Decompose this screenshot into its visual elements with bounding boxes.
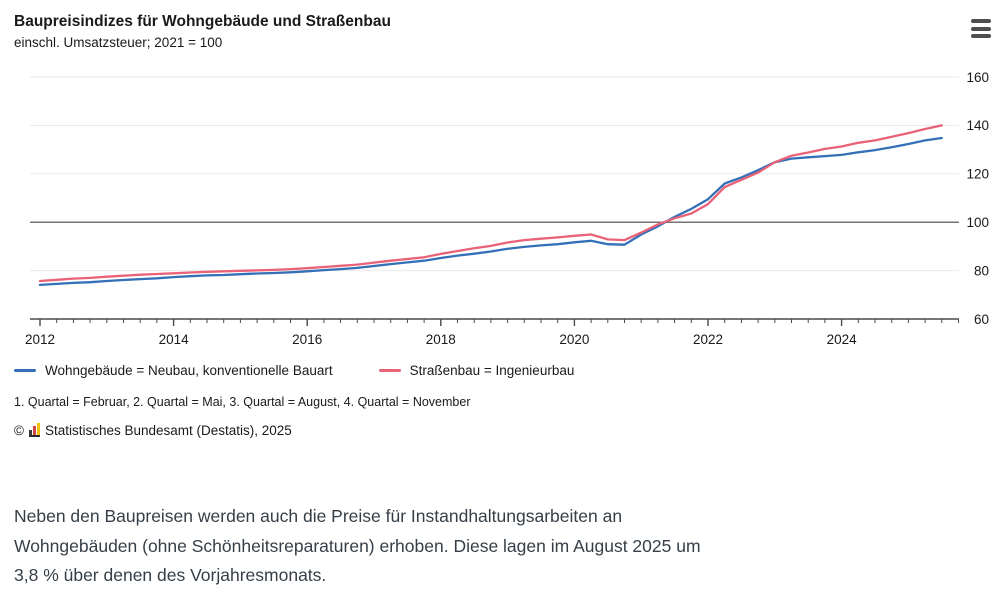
- series-line-wohngebaeude: [38, 137, 943, 287]
- y-axis-label: 60: [974, 312, 989, 327]
- hamburger-menu-icon: [971, 26, 991, 31]
- hamburger-menu-icon: [971, 19, 991, 23]
- legend-item-strassenbau[interactable]: Straßenbau = Ingenieurbau: [378, 363, 575, 379]
- chart-header: Baupreisindizes für Wohngebäude und Stra…: [0, 0, 1000, 50]
- chart-area: 60 80 100 120 140 160 2012 2014 2016 2018 2020 2022…: [0, 52, 1000, 352]
- x-axis-label: 2022: [693, 332, 723, 347]
- quarters-footnote: 1. Quartal = Februar, 2. Quartal = Mai, …: [14, 395, 471, 410]
- series-line-strassenbau: [38, 124, 943, 283]
- legend-item-wohngebaeude[interactable]: Wohngebäude = Neubau, konventionelle Bau…: [14, 363, 333, 378]
- chart-menu-button[interactable]: [969, 17, 993, 40]
- chart-legend: Wohngebäude = Neubau, konventionelle Bau…: [14, 363, 1000, 378]
- y-axis-label: 140: [966, 119, 989, 134]
- x-axis-label: 2018: [426, 332, 456, 347]
- line-swatch-icon: [378, 369, 401, 373]
- hamburger-menu-icon: [971, 34, 991, 38]
- destatis-logo-icon: [28, 422, 40, 437]
- x-axis-label: 2024: [827, 332, 858, 347]
- y-axis-label: 160: [966, 70, 989, 85]
- chart-svg: 60 80 100 120 140 160 2012 2014 2016 2018 2020 2022…: [25, 70, 989, 347]
- copyright-line: © Statistisches Bundesamt (Destatis), 20…: [14, 422, 1000, 439]
- x-axis-label: 2012: [25, 332, 55, 347]
- y-axis-label: 120: [966, 167, 989, 182]
- legend-label: Wohngebäude = Neubau, konventionelle Bau…: [45, 363, 333, 379]
- x-axis-label: 2014: [159, 332, 190, 347]
- legend-label: Straßenbau = Ingenieurbau: [409, 363, 575, 379]
- x-axis-label: 2016: [292, 332, 322, 347]
- y-axis-label: 100: [966, 215, 989, 230]
- y-axis-label: 80: [974, 264, 989, 279]
- copyright-symbol: ©: [14, 423, 24, 439]
- page-title: Baupreisindizes für Wohngebäude und Stra…: [14, 13, 391, 30]
- chart-subtitle: einschl. Umsatzsteuer; 2021 = 100: [14, 35, 223, 51]
- x-axis-label: 2020: [559, 332, 589, 347]
- description-paragraph: Neben den Baupreisen werden auch die Pre…: [14, 506, 701, 585]
- line-swatch-icon: [14, 369, 36, 373]
- copyright-text: Statistisches Bundesamt (Destatis), 2025: [44, 423, 292, 439]
